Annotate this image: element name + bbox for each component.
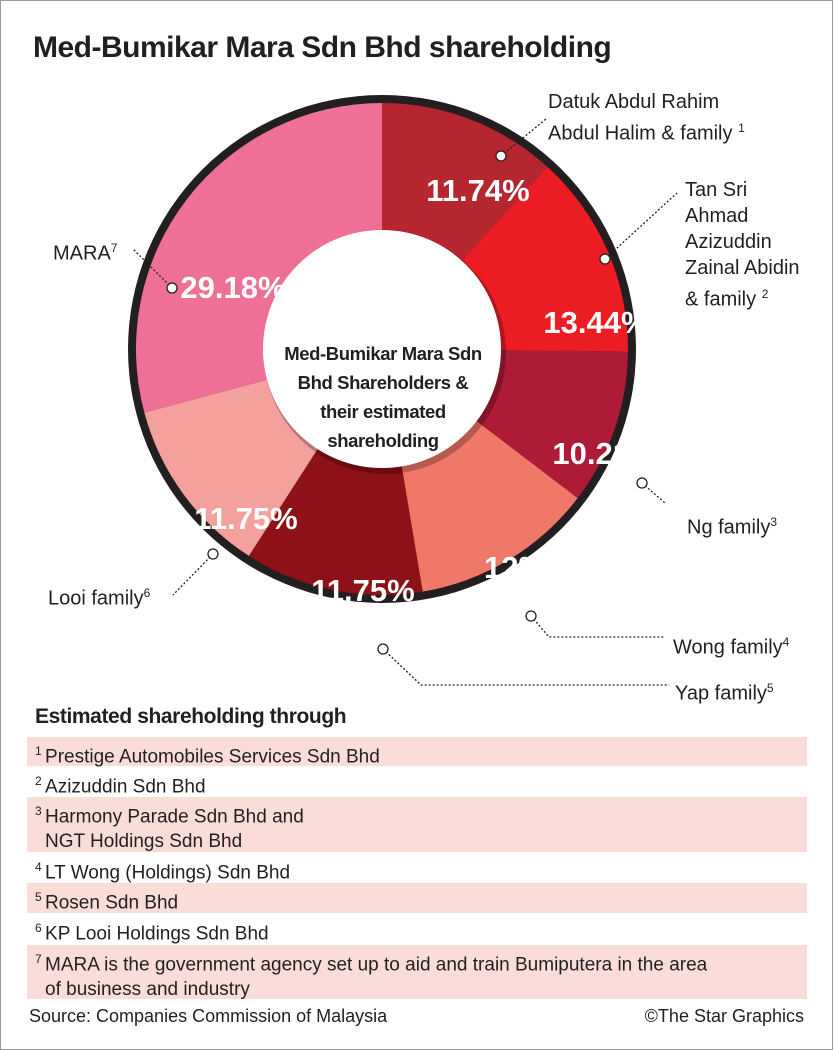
footnote-mark: 6 (35, 921, 46, 935)
footnote-mark: 2 (35, 774, 46, 788)
label-line: Azizuddin (685, 231, 772, 253)
footnote-mark: 1 (738, 121, 745, 135)
value-label: 29.18% (180, 270, 285, 305)
label-mara: MARA7 (53, 235, 117, 267)
footnote-text: NGT Holdings Sdn Bhd (45, 831, 243, 853)
label-looi-family: Looi family6 (48, 580, 150, 612)
footnote-row: 2 Azizuddin Sdn Bhd (27, 767, 807, 798)
footnote-text: MARA is the government agency set up to … (45, 954, 708, 976)
footnote-mark: 2 (761, 287, 769, 301)
value-label: 13.44% (543, 305, 648, 340)
label-text: Ng family (687, 516, 771, 539)
footnote-mark: 5 (35, 890, 46, 904)
footnote-row: 7 MARA is the government agency set up t… (27, 945, 807, 1001)
leader-line (132, 248, 173, 289)
center-label: Med-Bumikar Mara Sdn Bhd Shareholders & … (284, 343, 482, 451)
footnote-text: of business and industry (45, 979, 250, 1001)
footnote-mark: 7 (35, 952, 46, 966)
leader-line (604, 192, 678, 260)
label-tan-sri-ahmad: Tan Sri Ahmad Azizuddin Zainal Abidin & fami… (685, 177, 800, 313)
label-dot (599, 253, 611, 265)
label-yap-family: Yap family5 (675, 675, 774, 707)
label-wong-family: Wong family4 (673, 629, 789, 661)
value-label: 11.75% (311, 573, 414, 608)
leader-line (382, 648, 669, 686)
footnote-text: Harmony Parade Sdn Bhd and (45, 806, 304, 828)
footnote-row: 3 Harmony Parade Sdn Bhd and NGT Holdings… (27, 797, 807, 852)
label-line: Tan Sri (685, 179, 748, 201)
value-label: 11.75% (194, 501, 297, 536)
label-line: Ahmad (685, 205, 749, 227)
footnote-row: 6 KP Looi Holdings Sdn Bhd (27, 914, 807, 944)
label-dot (495, 150, 507, 162)
footnote-mark: 1 (35, 744, 46, 758)
footnote-mark: 3 (770, 515, 778, 529)
label-dot (207, 548, 219, 560)
leader-line (530, 615, 665, 638)
value-label: 11.74% (426, 173, 529, 208)
footnote-mark: 5 (766, 681, 774, 695)
label-text: Wong family (673, 636, 783, 659)
label-line: Datuk Abdul Rahim (548, 91, 720, 113)
footnote-mark: 4 (35, 860, 46, 874)
footnote-text: Azizuddin Sdn Bhd (45, 776, 206, 798)
footnote-mark: 3 (35, 804, 46, 818)
label-text: Yap family (675, 682, 767, 705)
label-line: & family (685, 288, 757, 311)
label-dot (377, 643, 389, 655)
source-text: Source: Companies Commission of Malaysia (29, 1006, 388, 1026)
chart-title: Med-Bumikar Mara Sdn Bhd shareholding (33, 31, 612, 64)
footnote-text: KP Looi Holdings Sdn Bhd (45, 923, 269, 945)
footnotes-heading: Estimated shareholding through (35, 705, 347, 728)
footnote-mark: 6 (143, 586, 151, 600)
footnote-row: 1 Prestige Automobiles Services Sdn Bhd (27, 737, 807, 768)
label-dot (636, 477, 648, 489)
value-label: 10.21% (552, 436, 657, 471)
footnote-text: Prestige Automobiles Services Sdn Bhd (45, 746, 380, 768)
label-line: Zainal Abidin (685, 257, 800, 279)
footnote-text: Rosen Sdn Bhd (45, 892, 179, 914)
label-text: Looi family (48, 587, 144, 610)
label-datuk-abdul-rahim: Datuk Abdul Rahim Abdul Halim & family 1 (548, 89, 745, 147)
footnote-mark: 7 (110, 241, 118, 255)
footnote-row: 5 Rosen Sdn Bhd (27, 883, 807, 913)
label-line: Abdul Halim & family (548, 122, 733, 145)
label-dot (166, 282, 178, 294)
footnote-row: 4 LT Wong (Holdings) Sdn Bhd (27, 853, 807, 884)
label-ng-family: Ng family3 (687, 509, 777, 541)
label-dot (525, 610, 537, 622)
footnote-mark: 4 (782, 635, 790, 649)
leader-line (500, 118, 547, 157)
value-label: 12% (484, 550, 546, 585)
center-circle (263, 230, 501, 468)
credit-text: ©The Star Graphics (644, 1006, 804, 1026)
footnote-text: LT Wong (Holdings) Sdn Bhd (45, 862, 291, 884)
label-text: MARA (53, 242, 111, 265)
leader-line (172, 553, 214, 596)
